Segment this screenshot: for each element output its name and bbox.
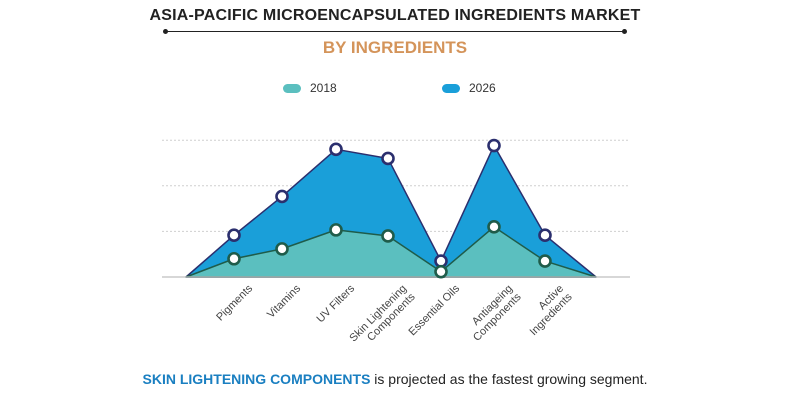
chart-title: ASIA-PACIFIC MICROENCAPSULATED INGREDIEN… [149,7,641,24]
point-2026-7 [538,228,552,242]
caption-highlight: SKIN LIGHTENING COMPONENTS [142,371,371,387]
point-2026-6 [487,138,501,153]
x-tick-label: Skin LighteningComponents [347,282,418,353]
title-divider [163,29,627,34]
legend-label-2018: 2018 [310,81,337,95]
point-2018-2 [275,242,289,256]
x-tick-label: AntiageingComponents [463,282,524,343]
chart-subtitle: BY INGREDIENTS [322,38,468,57]
point-2018-6 [487,220,501,234]
chart-caption: SKIN LIGHTENING COMPONENTS is projected … [0,371,790,387]
point-2026-3 [329,142,343,157]
x-tick-label: Essential Oils [407,282,463,338]
point-2026-1 [227,228,241,242]
point-2018-1 [227,251,241,266]
legend-swatch-2026 [442,83,460,93]
point-2018-3 [329,223,343,237]
point-2026-4 [381,151,395,166]
legend-swatch-2018 [283,83,301,93]
point-2026-2 [275,189,289,204]
point-2018-7 [538,254,552,268]
point-2018-4 [381,229,395,243]
caption-text: is projected as the fastest growing segm… [370,371,648,387]
x-tick-label: UV Filters [314,282,357,325]
legend-item-2026: 2026 [442,81,496,95]
x-tick-label: Vitamins [265,282,304,321]
area-2018 [185,226,597,278]
legend-label-2026: 2026 [469,81,496,95]
x-tick-label: ActiveIngredients [519,282,575,338]
point-2018-5 [434,264,448,279]
legend-item-2018: 2018 [283,81,337,95]
x-tick-label: Pigments [214,282,255,323]
